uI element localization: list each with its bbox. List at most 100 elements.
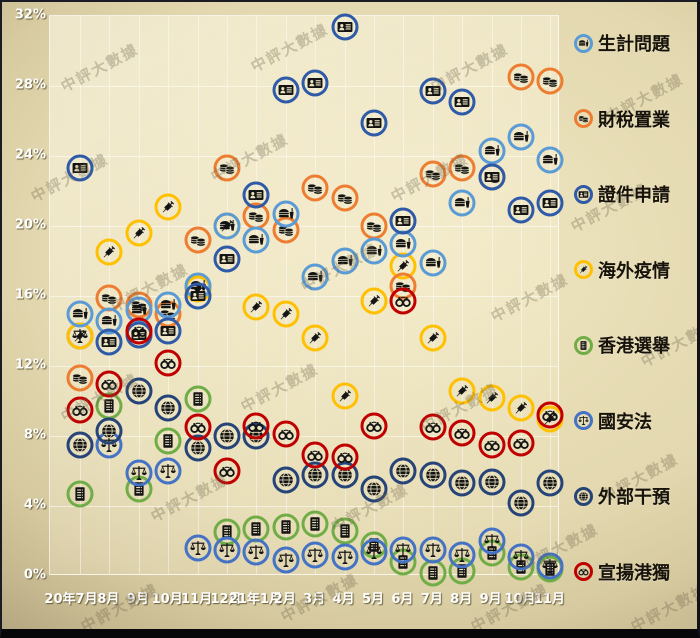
data-point-宣揚港獨-4月: [331, 443, 359, 471]
data-point-證件申請-11月: [184, 282, 212, 310]
data-point-外部干預-12月: [213, 422, 241, 450]
coins-icon: [542, 72, 559, 89]
h-gridline: [50, 226, 558, 227]
globe-icon: [542, 475, 559, 492]
data-point-宣揚港獨-5月: [360, 412, 388, 439]
idcard-icon: [219, 251, 236, 268]
coins-icon: [513, 69, 530, 86]
handcuffs-icon: [454, 424, 471, 441]
y-axis-label: 28%: [14, 77, 46, 93]
globe-icon: [483, 473, 500, 490]
syringe-icon: [336, 387, 353, 404]
burger-icon: [513, 128, 530, 145]
burger-icon: [160, 296, 177, 313]
burger-icon: [130, 302, 147, 319]
ballot-icon: [424, 564, 441, 581]
legend-label: 國安法: [598, 411, 652, 433]
x-axis-label: 4月: [332, 592, 355, 607]
idcard-icon: [483, 169, 500, 186]
data-point-財稅置業-11月: [184, 226, 212, 254]
idcard-icon: [513, 202, 530, 219]
scales-icon: [248, 543, 265, 560]
data-point-宣揚港獨-11月: [184, 413, 212, 441]
scales-icon: [542, 557, 559, 574]
syringe-icon: [513, 400, 530, 417]
handcuffs-icon: [277, 426, 294, 443]
idcard-icon: [424, 83, 441, 100]
ballot-icon: [189, 391, 206, 408]
syringe-icon: [277, 305, 294, 322]
burger-icon: [424, 254, 441, 271]
idcard-icon: [248, 186, 265, 203]
data-point-生計問題-12月: [213, 212, 241, 240]
data-point-國安法-5月: [360, 538, 388, 565]
coins-icon: [424, 165, 441, 182]
x-axis-label: 5月: [361, 592, 385, 607]
scales-icon: [336, 548, 353, 565]
data-point-外部干預-5月: [360, 475, 388, 502]
data-point-國安法-10月: [154, 457, 182, 485]
data-point-宣揚港獨-7月: [419, 413, 447, 441]
data-point-宣揚港獨-12月: [213, 457, 241, 485]
data-point-海外疫情-9月: [125, 219, 153, 247]
data-point-生計問題-5月: [360, 237, 388, 264]
scales-icon: [189, 540, 206, 557]
v-gridline: [80, 16, 81, 574]
burger-icon: [395, 235, 412, 252]
ballot-icon: [574, 335, 593, 355]
data-point-外部干預-8月: [95, 417, 123, 445]
handcuffs-icon: [574, 562, 593, 581]
handcuffs-icon: [542, 407, 559, 424]
data-point-外部干預-10月: [154, 394, 182, 422]
legend-item-財稅置業: 財稅置業: [574, 106, 670, 132]
legend-label: 香港選舉: [598, 336, 670, 357]
syringe-icon: [366, 293, 383, 310]
data-point-香港選舉-20年7月: [66, 480, 94, 508]
data-point-國安法-8月: [448, 541, 476, 569]
data-point-國安法-11月: [536, 552, 564, 579]
data-point-財稅置業-5月: [360, 212, 388, 240]
data-point-宣揚港獨-21年1月: [242, 412, 270, 439]
data-point-證件申請-7月: [419, 77, 447, 105]
data-point-證件申請-2月: [272, 76, 300, 103]
scales-icon: [307, 547, 324, 564]
globe-icon: [130, 382, 147, 399]
syringe-icon: [130, 225, 147, 242]
x-axis-label: 10月: [151, 592, 183, 607]
coins-icon: [189, 232, 206, 249]
h-gridline: [50, 366, 558, 367]
data-point-生計問題-4月: [331, 247, 359, 275]
syringe-icon: [483, 389, 500, 406]
data-point-生計問題-9月: [478, 137, 506, 165]
idcard-icon: [574, 184, 593, 204]
legend-item-證件申請: 證件申請: [574, 181, 670, 207]
legend-item-國安法: 國安法: [574, 408, 652, 434]
data-point-海外疫情-5月: [360, 287, 388, 315]
syringe-icon: [248, 298, 265, 315]
x-axis-label: 21年1月: [228, 592, 282, 607]
data-point-海外疫情-10月: [154, 193, 182, 221]
v-gridline: [285, 16, 287, 574]
handcuffs-icon: [307, 447, 324, 464]
idcard-icon: [277, 81, 294, 98]
data-point-證件申請-20年7月: [66, 154, 94, 182]
syringe-icon: [307, 330, 324, 347]
y-axis-label: 32%: [14, 7, 46, 23]
h-gridline: [50, 296, 558, 297]
data-point-證件申請-5月: [360, 109, 388, 137]
idcard-icon: [454, 93, 471, 110]
globe-icon: [189, 440, 206, 457]
burger-icon: [483, 142, 500, 159]
data-point-證件申請-3月: [301, 69, 329, 96]
data-point-外部干預-2月: [272, 466, 300, 494]
globe-icon: [219, 428, 236, 445]
globe-icon: [574, 486, 593, 506]
handcuffs-icon: [424, 419, 441, 436]
y-axis-label: 0%: [23, 567, 46, 583]
x-axis-label: 2月: [273, 592, 296, 607]
v-gridline: [315, 16, 317, 574]
data-point-宣揚港獨-11月: [536, 401, 564, 429]
data-point-國安法-12月: [213, 536, 241, 564]
data-point-國安法-10月: [507, 543, 535, 571]
